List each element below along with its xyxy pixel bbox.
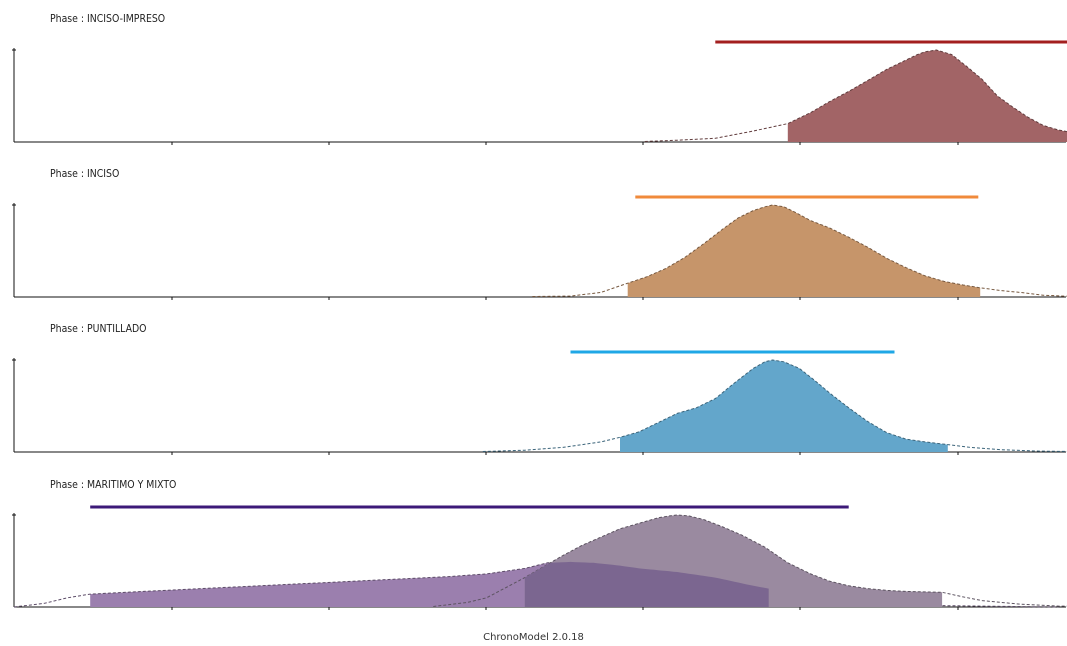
- density-curve-0: [644, 49, 1067, 142]
- density-curve-2: [482, 359, 1067, 452]
- footer-version: ChronoModel 2.0.18: [483, 632, 584, 643]
- phase-title-puntillado: Phase : PUNTILLADO: [50, 322, 147, 335]
- density-curve-1: [532, 204, 1067, 297]
- density-area-1: [627, 205, 981, 297]
- density-area-0: [787, 50, 1067, 142]
- phase-title-inciso: Phase : INCISO: [50, 167, 120, 180]
- density-plots-svg: [12, 40, 1067, 610]
- density-curve-3-b: [433, 514, 1067, 607]
- density-area-2: [620, 360, 948, 452]
- phase-title-inciso-impreso: Phase : INCISO-IMPRESO: [50, 12, 166, 25]
- density-overlap-3: [524, 561, 769, 607]
- phase-title-maritimo-y-mixto: Phase : MARITIMO Y MIXTO: [50, 478, 177, 491]
